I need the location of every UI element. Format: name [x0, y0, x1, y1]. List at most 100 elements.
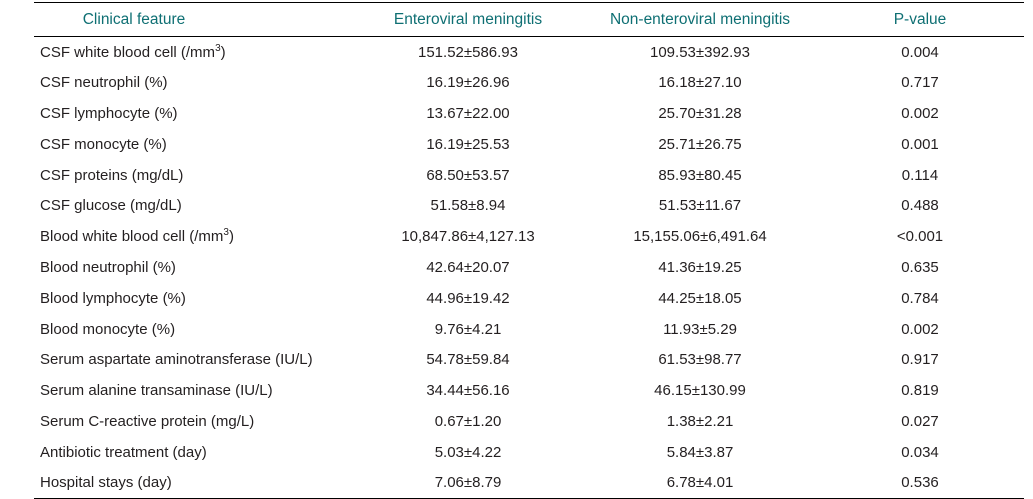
table-row: Blood white blood cell (/mm3) 10,847.86±4… — [34, 221, 1024, 252]
table-row: CSF neutrophil (%) 16.19±26.96 16.18±27.10… — [34, 67, 1024, 98]
cell-p-value: 0.635 — [901, 258, 939, 276]
feature-label-tail: ) — [220, 43, 226, 61]
cell-p-value: 0.002 — [901, 320, 939, 338]
cell-p-value: 0.819 — [901, 382, 939, 400]
cell-p-value: 0.536 — [901, 474, 939, 492]
table-row: Serum alanine transaminase (IU/L) 34.44±5… — [34, 375, 1024, 406]
cell-p-value: 0.002 — [901, 104, 939, 122]
cell-non-enteroviral: 44.25±18.05 — [658, 289, 742, 307]
feature-label: CSF lymphocyte (%) — [40, 104, 178, 122]
column-header-p-value: P-value — [893, 10, 947, 28]
cell-clinical-feature: CSF neutrophil (%) — [34, 67, 352, 98]
cell-p-value: 0.004 — [901, 43, 939, 61]
table-row: Serum C-reactive protein (mg/L) 0.67±1.20… — [34, 406, 1024, 437]
cell-non-enteroviral: 6.78±4.01 — [666, 474, 734, 492]
cell-clinical-feature: Blood white blood cell (/mm3) — [34, 221, 352, 252]
cell-clinical-feature: Blood lymphocyte (%) — [34, 283, 352, 314]
cell-enteroviral: 16.19±25.53 — [426, 135, 510, 153]
cell-enteroviral: 16.19±26.96 — [426, 74, 510, 92]
cell-enteroviral: 5.03±4.22 — [434, 443, 502, 461]
table-body: CSF white blood cell (/mm3) 151.52±586.93… — [34, 37, 1024, 499]
cell-clinical-feature: CSF lymphocyte (%) — [34, 98, 352, 129]
cell-enteroviral: 44.96±19.42 — [426, 289, 510, 307]
cell-p-value: 0.488 — [901, 197, 939, 215]
cell-clinical-feature: Serum alanine transaminase (IU/L) — [34, 375, 352, 406]
table-row: CSF proteins (mg/dL) 68.50±53.57 85.93±80.… — [34, 160, 1024, 191]
cell-p-value: 0.001 — [901, 135, 939, 153]
table-row: CSF lymphocyte (%) 13.67±22.00 25.70±31.28… — [34, 98, 1024, 129]
table-row: Blood lymphocyte (%) 44.96±19.42 44.25±18.… — [34, 283, 1024, 314]
cell-clinical-feature: Blood monocyte (%) — [34, 314, 352, 345]
cell-non-enteroviral: 11.93±5.29 — [663, 320, 737, 338]
cell-p-value: <0.001 — [896, 228, 944, 246]
cell-p-value: 0.034 — [901, 443, 939, 461]
cell-non-enteroviral: 25.70±31.28 — [658, 104, 742, 122]
cell-enteroviral: 54.78±59.84 — [426, 351, 510, 369]
column-header-non-enteroviral: Non-enteroviral meningitis — [609, 10, 791, 28]
feature-label: Serum C-reactive protein (mg/L) — [40, 412, 255, 430]
cell-non-enteroviral: 41.36±19.25 — [658, 258, 742, 276]
table-row: Hospital stays (day) 7.06±8.79 6.78±4.01 0.… — [34, 468, 1024, 499]
cell-enteroviral: 68.50±53.57 — [426, 166, 510, 184]
cell-clinical-feature: Serum aspartate aminotransferase (IU/L) — [34, 344, 352, 375]
feature-label: Blood neutrophil (%) — [40, 258, 176, 276]
feature-label: Blood lymphocyte (%) — [40, 289, 186, 307]
cell-clinical-feature: CSF monocyte (%) — [34, 129, 352, 160]
cell-enteroviral: 51.58±8.94 — [430, 197, 506, 215]
feature-unit-superscript: 3 — [215, 42, 221, 54]
feature-label: CSF monocyte (%) — [40, 135, 167, 153]
feature-label-tail: ) — [228, 228, 234, 246]
cell-enteroviral: 13.67±22.00 — [426, 104, 510, 122]
cell-clinical-feature: Antibiotic treatment (day) — [34, 437, 352, 468]
cell-non-enteroviral: 1.38±2.21 — [666, 412, 734, 430]
cell-non-enteroviral: 25.71±26.75 — [658, 135, 742, 153]
cell-p-value: 0.917 — [901, 351, 939, 369]
table-row: Serum aspartate aminotransferase (IU/L) 5… — [34, 344, 1024, 375]
cell-enteroviral: 10,847.86±4,127.13 — [401, 228, 535, 246]
cell-clinical-feature: CSF glucose (mg/dL) — [34, 190, 352, 221]
cell-non-enteroviral: 5.84±3.87 — [666, 443, 734, 461]
cell-non-enteroviral: 16.18±27.10 — [658, 74, 742, 92]
column-header-enteroviral: Enteroviral meningitis — [393, 10, 543, 28]
cell-p-value: 0.027 — [901, 412, 939, 430]
cell-clinical-feature: CSF proteins (mg/dL) — [34, 160, 352, 191]
feature-label: CSF proteins (mg/dL) — [40, 166, 184, 184]
table-row: Blood neutrophil (%) 42.64±20.07 41.36±19.… — [34, 252, 1024, 283]
table-row: Antibiotic treatment (day) 5.03±4.22 5.84±… — [34, 437, 1024, 468]
table-row: CSF white blood cell (/mm3) 151.52±586.93… — [34, 37, 1024, 68]
cell-non-enteroviral: 15,155.06±6,491.64 — [633, 228, 767, 246]
header-row: Clinical feature Enteroviral meningitis … — [34, 2, 1024, 37]
feature-unit-superscript: 3 — [223, 227, 229, 239]
table-header: Clinical feature Enteroviral meningitis … — [34, 2, 1024, 37]
cell-enteroviral: 9.76±4.21 — [434, 320, 502, 338]
cell-non-enteroviral: 85.93±80.45 — [658, 166, 742, 184]
feature-label: Serum alanine transaminase (IU/L) — [40, 382, 273, 400]
feature-label: Blood white blood cell (/mm — [40, 228, 224, 246]
feature-label: CSF neutrophil (%) — [40, 74, 168, 92]
table-row: CSF glucose (mg/dL) 51.58±8.94 51.53±11.67… — [34, 190, 1024, 221]
cell-p-value: 0.717 — [901, 74, 939, 92]
feature-label: CSF glucose (mg/dL) — [40, 197, 182, 215]
cell-non-enteroviral: 61.53±98.77 — [658, 351, 742, 369]
cell-enteroviral: 34.44±56.16 — [426, 382, 510, 400]
feature-label: Hospital stays (day) — [40, 474, 172, 492]
cell-enteroviral: 151.52±586.93 — [418, 43, 518, 61]
feature-label: CSF white blood cell (/mm — [40, 43, 216, 61]
cell-clinical-feature: Serum C-reactive protein (mg/L) — [34, 406, 352, 437]
table-row: Blood monocyte (%) 9.76±4.21 11.93±5.29 0.0… — [34, 314, 1024, 345]
feature-label: Blood monocyte (%) — [40, 320, 176, 338]
feature-label: Antibiotic treatment (day) — [40, 443, 207, 461]
cell-clinical-feature: CSF white blood cell (/mm3) — [34, 37, 352, 68]
cell-clinical-feature: Blood neutrophil (%) — [34, 252, 352, 283]
cell-clinical-feature: Hospital stays (day) — [34, 468, 352, 499]
cell-non-enteroviral: 46.15±130.99 — [654, 382, 746, 400]
cell-enteroviral: 7.06±8.79 — [434, 474, 502, 492]
table-row: CSF monocyte (%) 16.19±25.53 25.71±26.75 0.… — [34, 129, 1024, 160]
cell-p-value: 0.784 — [901, 289, 939, 307]
cell-enteroviral: 42.64±20.07 — [426, 258, 510, 276]
cell-p-value: 0.114 — [901, 166, 939, 184]
cell-enteroviral: 0.67±1.20 — [434, 412, 502, 430]
cell-non-enteroviral: 51.53±11.67 — [658, 197, 742, 215]
clinical-features-table-wrap: Clinical feature Enteroviral meningitis … — [34, 2, 1024, 499]
feature-label: Serum aspartate aminotransferase (IU/L) — [40, 351, 313, 369]
